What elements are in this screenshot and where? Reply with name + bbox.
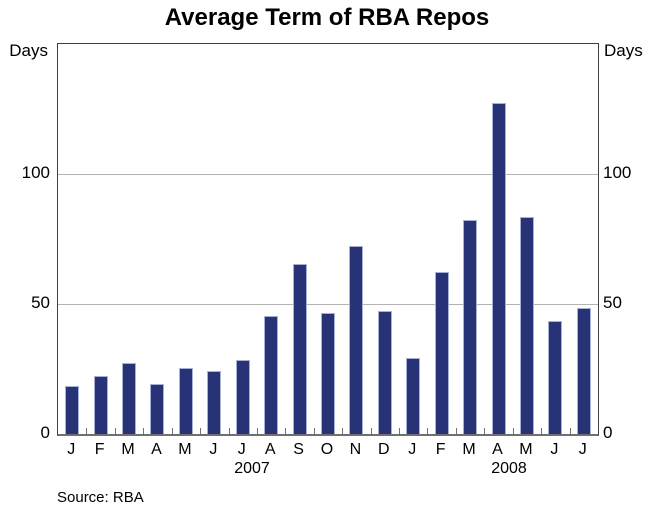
- month-label-0: J: [67, 441, 76, 458]
- bar-S-8: [292, 264, 307, 434]
- x-axis-tick: [228, 428, 230, 434]
- x-axis-tick: [114, 428, 116, 434]
- x-axis-tick: [370, 428, 372, 434]
- ytick-left-0: 0: [40, 423, 50, 442]
- bar-D-11: [377, 311, 392, 434]
- x-axis-tick: [200, 428, 202, 434]
- bar-J-12: [406, 358, 421, 434]
- bar-O-9: [321, 313, 335, 434]
- x-axis-tick: [285, 428, 287, 434]
- ytick-right-0: 0: [603, 423, 613, 442]
- month-label-16: M: [519, 441, 533, 458]
- month-label-14: M: [462, 441, 476, 458]
- month-label-12: J: [408, 441, 417, 458]
- bar-F-1: [93, 376, 108, 434]
- x-axis-tick: [256, 428, 258, 434]
- x-axis-year-labels: 2007 2008: [57, 460, 597, 478]
- ytick-left-50: 50: [31, 293, 50, 312]
- month-label-7: A: [264, 441, 276, 458]
- month-label-8: S: [293, 441, 304, 458]
- bar-M-2: [122, 363, 137, 434]
- month-label-13: F: [435, 441, 446, 458]
- x-axis-tick: [171, 428, 173, 434]
- chart-title: Average Term of RBA Repos: [164, 4, 490, 31]
- bar-M-16: [519, 217, 534, 434]
- source-note: Source: RBA: [57, 489, 144, 506]
- bar-J-5: [207, 371, 222, 434]
- y-axis-unit-left: Days: [9, 41, 48, 60]
- month-label-3: A: [151, 441, 162, 458]
- x-axis-tick: [427, 428, 429, 434]
- x-axis-tick: [541, 428, 543, 434]
- month-label-15: A: [492, 441, 503, 458]
- gridline-100: [58, 174, 598, 175]
- ytick-right-50: 50: [603, 293, 622, 312]
- month-label-18: J: [578, 441, 587, 458]
- bar-A-15: [491, 103, 506, 434]
- ytick-right-100: 100: [603, 163, 632, 182]
- month-label-17: J: [550, 441, 559, 458]
- year-label-2007: 2007: [234, 460, 270, 477]
- month-label-2: M: [121, 441, 135, 458]
- bar-J-17: [548, 321, 563, 434]
- bar-J-18: [576, 308, 591, 434]
- month-label-5: J: [209, 441, 218, 458]
- plot-area: [57, 43, 599, 436]
- month-label-1: F: [94, 441, 105, 458]
- x-axis-tick: [484, 428, 486, 434]
- x-axis-tick: [512, 428, 514, 434]
- x-axis-tick: [342, 428, 344, 434]
- bar-M-4: [178, 368, 193, 434]
- month-label-10: N: [349, 441, 362, 458]
- y-axis-unit-right: Days: [604, 41, 643, 60]
- bar-M-14: [463, 220, 478, 434]
- ytick-left-100: 100: [21, 163, 50, 182]
- year-label-2008: 2008: [491, 460, 527, 477]
- month-label-11: D: [378, 441, 390, 458]
- month-label-6: J: [237, 441, 246, 458]
- bar-J-0: [65, 386, 80, 434]
- gridline-50: [58, 304, 598, 305]
- month-label-9: O: [320, 441, 334, 458]
- bar-N-10: [349, 246, 364, 434]
- x-axis-tick: [313, 428, 315, 434]
- x-axis-tick: [455, 428, 457, 434]
- bar-F-13: [434, 272, 449, 434]
- x-axis-tick: [399, 428, 401, 434]
- x-axis-tick: [143, 428, 145, 434]
- x-axis-tick: [569, 428, 571, 434]
- bar-J-6: [235, 360, 250, 434]
- bar-A-3: [150, 384, 165, 434]
- month-label-4: M: [178, 441, 192, 458]
- x-axis-tick: [86, 428, 88, 434]
- bar-A-7: [264, 316, 279, 434]
